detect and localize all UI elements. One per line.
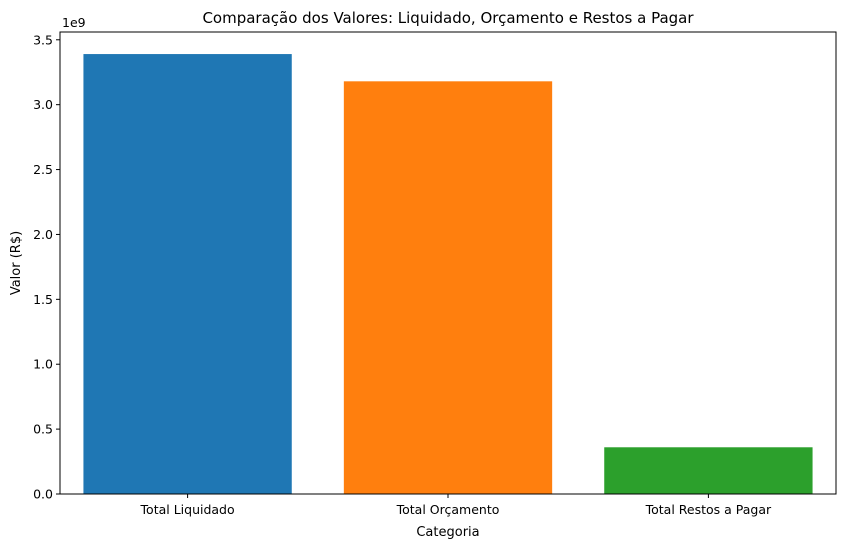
y-tick-label: 0.0 (33, 487, 53, 502)
x-ticks-group: Total Liquidado Total Orçamento Total Rest… (140, 494, 772, 517)
plot-frame (59, 31, 837, 495)
y-tick-label: 1.0 (33, 357, 53, 372)
y-axis-offset-label: 1e9 (62, 15, 86, 30)
y-tick-label: 1.5 (33, 292, 53, 307)
y-tick-label: 0.5 (33, 422, 53, 437)
bars-group (83, 54, 813, 494)
y-tick-label: 2.5 (33, 162, 53, 177)
y-tick-label: 3.5 (33, 32, 53, 47)
x-tick-label: Total Restos a Pagar (645, 502, 772, 517)
x-tick-label: Total Liquidado (140, 502, 235, 517)
bar-2 (343, 81, 553, 494)
y-tick-label: 3.0 (33, 97, 53, 112)
chart-title: Comparação dos Valores: Liquidado, Orçam… (202, 9, 694, 27)
x-axis-label: Categoria (416, 525, 479, 540)
bar-3 (604, 447, 813, 494)
y-tick-label: 2.0 (33, 227, 53, 242)
x-tick-label: Total Orçamento (396, 502, 500, 517)
y-axis-label: Valor (R$) (9, 231, 24, 295)
bar-1 (83, 54, 292, 494)
y-ticks-group: 0.0 0.5 1.0 1.5 2.0 2.5 3.0 3.5 (33, 32, 60, 502)
